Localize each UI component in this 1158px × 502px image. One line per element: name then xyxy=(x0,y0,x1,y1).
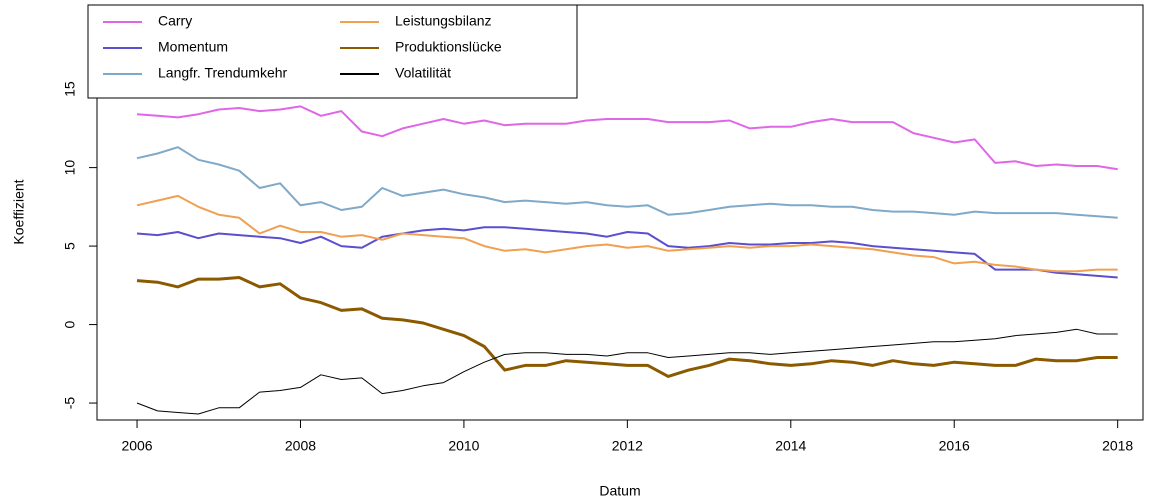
y-tick-label: 0 xyxy=(62,320,78,328)
x-tick-label: 2006 xyxy=(121,438,152,454)
legend-label: Leistungsbilanz xyxy=(395,13,492,29)
x-axis-label: Datum xyxy=(599,483,640,499)
series-line xyxy=(136,226,1118,279)
y-tick-label: 15 xyxy=(62,81,78,97)
series-line xyxy=(136,146,1118,219)
x-tick-label: 2008 xyxy=(285,438,316,454)
series-line xyxy=(136,194,1118,273)
y-tick-label: 5 xyxy=(62,242,78,250)
series-line xyxy=(136,105,1118,171)
x-tick-label: 2016 xyxy=(939,438,970,454)
series-line xyxy=(136,276,1118,378)
y-tick-label: 10 xyxy=(62,160,78,176)
x-tick-label: 2010 xyxy=(448,438,479,454)
y-axis-label: Koeffizient xyxy=(11,179,27,244)
legend-label: Carry xyxy=(158,13,192,29)
legend-label: Produktionslücke xyxy=(395,39,502,55)
x-tick-label: 2012 xyxy=(612,438,643,454)
legend-box xyxy=(87,4,578,99)
legend-label: Volatilität xyxy=(395,65,451,81)
legend-label: Momentum xyxy=(158,39,228,55)
series-line xyxy=(136,328,1118,415)
legend-label: Langfr. Trendumkehr xyxy=(158,65,288,81)
x-tick-label: 2014 xyxy=(775,438,806,454)
y-tick-label: -5 xyxy=(62,397,78,410)
x-tick-label: 2018 xyxy=(1102,438,1133,454)
